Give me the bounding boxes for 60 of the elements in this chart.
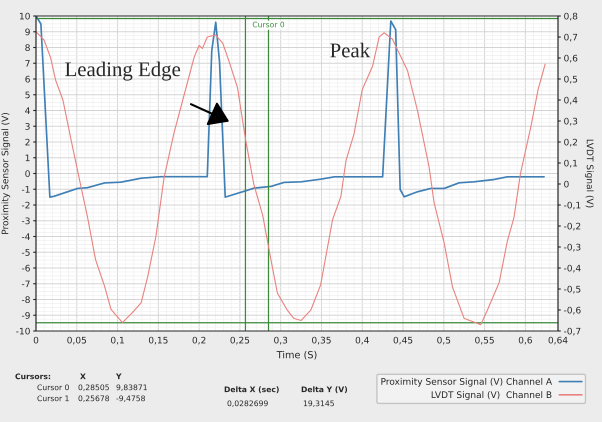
- y-tick-label: -10: [16, 328, 30, 335]
- y2-axis-title: LVDT Signal (V): [584, 140, 594, 208]
- y-tick-label: -7: [22, 280, 30, 288]
- x-axis-title: Time (S): [276, 350, 316, 360]
- x-tick-label: 0: [34, 336, 38, 344]
- y-tick-label: 6: [25, 76, 30, 83]
- line-series: [36, 16, 545, 198]
- annotation: Leading Edge: [65, 62, 180, 81]
- x-tick-label: 0,25: [230, 336, 250, 344]
- x-tick-label: 0,35: [312, 336, 331, 344]
- y-tick-label: 3: [25, 122, 30, 130]
- x-tick-label: 0,5: [437, 336, 450, 344]
- y-tick-label: 0: [25, 170, 30, 178]
- y2-tick-label: -0,5: [564, 286, 580, 294]
- legend-label: Proximity Sensor Signal (V) Channel A: [381, 378, 552, 387]
- y2-tick-label: 0,6: [564, 54, 578, 62]
- y2-tick-label: -0,1: [564, 202, 580, 210]
- x-tick-label: 0,15: [148, 336, 168, 344]
- annotation: Peak: [330, 42, 370, 58]
- y2-tick-label: 0,8: [564, 12, 578, 20]
- y-tick-label: -5: [22, 249, 30, 256]
- x-tick-label: 0,55: [475, 336, 494, 344]
- y2-tick-label: -0,4: [564, 264, 581, 272]
- y-tick-label: 1: [26, 154, 30, 162]
- y2-tick-label: 0,4: [564, 96, 578, 104]
- y2-tick-label: 0,1: [564, 160, 578, 168]
- y2-tick-label: -0,3: [564, 244, 580, 252]
- y2-tick-label: 0,2: [564, 138, 578, 146]
- x-tick-label: 0,45: [394, 336, 412, 344]
- y2-tick-label: 0,7: [564, 34, 578, 42]
- y-tick-label: 8: [25, 44, 30, 52]
- y2-tick-label: 0,5: [564, 76, 578, 84]
- y-tick-label: 2: [25, 138, 30, 146]
- legend-label: LVDT Signal (V) Channel B: [432, 391, 552, 400]
- x-tick-label: 0,6: [518, 336, 532, 344]
- y-tick-label: 7: [25, 60, 30, 67]
- x-tick-label: 0,1: [110, 336, 124, 344]
- y2-tick-label: 0,3: [564, 118, 578, 126]
- y-tick-label: 4: [25, 107, 30, 114]
- y-tick-label: -4: [22, 233, 30, 240]
- y2-tick-label: 0: [564, 180, 569, 188]
- y-tick-label: -9: [22, 312, 30, 319]
- x-tick-label: 0,64: [548, 336, 568, 344]
- line-series: [36, 31, 546, 326]
- y-tick-label: 5: [25, 92, 30, 98]
- y-axis-title: Proximity Sensor Signal (V): [1, 112, 10, 234]
- y2-tick-label: -0,7: [564, 328, 580, 336]
- y-tick-label: -6: [22, 264, 30, 272]
- x-tick-label: 0,3: [274, 336, 288, 344]
- y-tick-label: -3: [22, 217, 30, 224]
- y-tick-label: -2: [22, 202, 30, 208]
- x-tick-label: 0,2: [192, 336, 206, 344]
- x-tick-label: 0,05: [67, 336, 86, 344]
- y2-tick-label: -0,2: [564, 222, 580, 230]
- y-tick-label: 10: [20, 12, 30, 20]
- y-tick-label: -1: [22, 186, 30, 193]
- y-tick-label: 9: [25, 28, 30, 36]
- y-tick-label: -8: [22, 296, 30, 304]
- x-tick-label: 0,4: [356, 336, 369, 344]
- y2-tick-label: -0,6: [564, 306, 581, 314]
